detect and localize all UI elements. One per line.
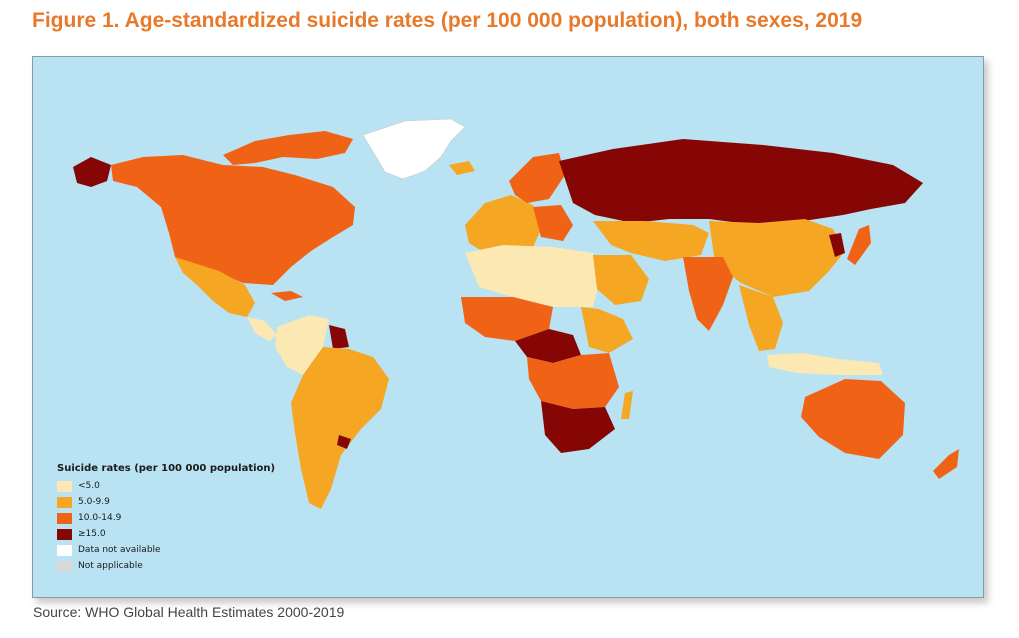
region-southern-africa (541, 401, 615, 453)
legend-label: <5.0 (78, 481, 100, 491)
region-caribbean (271, 291, 303, 301)
region-scandinavia (509, 153, 565, 203)
legend-label: 5.0-9.9 (78, 497, 110, 507)
legend-item-na: Data not available (57, 542, 275, 558)
legend-item-10-14: 10.0-14.9 (57, 510, 275, 526)
legend-title: Suicide rates (per 100 000 population) (57, 463, 276, 474)
region-australia (801, 379, 905, 459)
legend-item-lt5: <5.0 (57, 478, 275, 494)
region-arabia (593, 255, 649, 305)
region-mexico (175, 257, 255, 317)
region-central-america (247, 317, 277, 341)
legend-item-ge15: ≥15.0 (57, 526, 275, 542)
region-russia (559, 139, 923, 225)
legend-item-5-9: 5.0-9.9 (57, 494, 275, 510)
world-map-svg (73, 118, 959, 509)
region-east-africa (581, 307, 633, 353)
region-south-america (291, 347, 389, 509)
legend-swatch (57, 480, 72, 492)
region-south-america-north (275, 315, 329, 375)
region-uruguay (337, 435, 351, 449)
region-western-europe (465, 195, 543, 253)
region-africa-mid (527, 353, 619, 409)
figure-title: Figure 1. Age-standardized suicide rates… (32, 9, 863, 32)
legend-label: 10.0-14.9 (78, 513, 122, 523)
legend-swatch (57, 512, 72, 524)
world-map: Suicide rates (per 100 000 population) <… (32, 56, 984, 598)
legend-item-notapp: Not applicable (57, 558, 275, 574)
region-iceland (449, 161, 475, 175)
region-greenland (362, 118, 466, 180)
region-se-asia (739, 285, 783, 351)
region-new-zealand (933, 449, 959, 479)
region-guianas (329, 325, 349, 349)
region-india (683, 257, 733, 331)
legend-swatch (57, 544, 72, 556)
legend-label: Not applicable (78, 561, 143, 571)
legend-swatch (57, 496, 72, 508)
region-madagascar (621, 391, 633, 419)
region-west-africa (461, 297, 553, 341)
region-korea (829, 233, 845, 257)
region-central-africa (515, 329, 581, 363)
legend-swatch (57, 560, 72, 572)
region-indonesia (767, 353, 883, 375)
region-north-africa (465, 245, 599, 307)
source-note: Source: WHO Global Health Estimates 2000… (33, 604, 345, 620)
legend-label: ≥15.0 (78, 529, 106, 539)
legend-swatch (57, 528, 72, 540)
region-japan (847, 225, 871, 265)
legend-label: Data not available (78, 545, 161, 555)
region-eastern-europe (533, 205, 573, 241)
region-canada-arctic (223, 131, 353, 165)
region-north-america (111, 155, 355, 285)
region-alaska (73, 157, 111, 187)
region-central-asia (593, 221, 709, 261)
legend: Suicide rates (per 100 000 population) <… (57, 463, 275, 574)
region-china (709, 219, 845, 297)
